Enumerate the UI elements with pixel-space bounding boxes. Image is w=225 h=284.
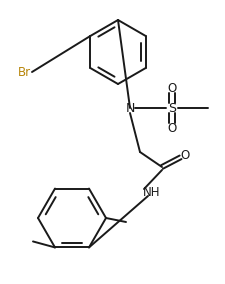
Text: O: O bbox=[167, 82, 176, 95]
Text: O: O bbox=[167, 122, 176, 135]
Text: Br: Br bbox=[18, 66, 31, 78]
Text: NH: NH bbox=[143, 185, 160, 199]
Text: N: N bbox=[125, 101, 134, 114]
Text: O: O bbox=[180, 149, 189, 162]
Text: S: S bbox=[167, 101, 175, 114]
